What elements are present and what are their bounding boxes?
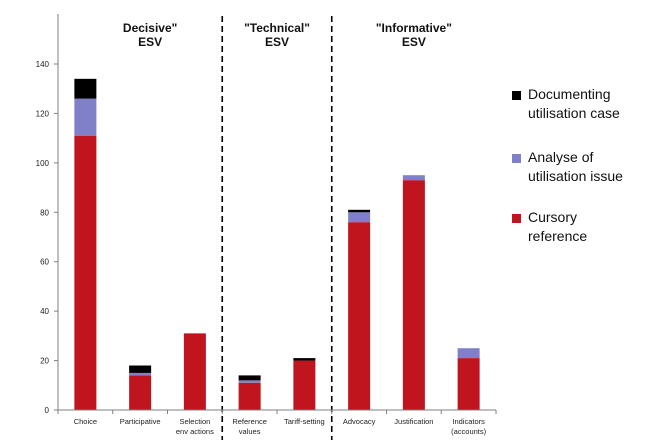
bar-segment [238,380,261,383]
bar-segment [457,358,480,410]
group-label: Decisive" ESV [123,21,177,49]
y-tick-label: 100 [36,159,50,168]
x-category-label: Tariff-setting [284,417,325,426]
bar-segment [402,180,425,410]
legend-swatch [512,214,521,223]
group-label: "Technical" ESV [244,21,310,49]
y-tick-label: 120 [36,109,50,118]
legend-swatch [512,91,521,100]
x-category-label: Selection env actions [176,417,214,436]
bar-segment [129,372,152,376]
group-labels: Decisive" ESV "Technical" ESV "Informative" E… [123,21,452,49]
legend: Documenting utilisation case Analyse of uti… [512,86,623,244]
bar-segment [74,98,97,136]
bar-segment [129,375,152,410]
bar-segment [293,360,316,410]
x-category-label: Participative [120,417,161,426]
x-axis: Choice Participative Selection env actions R… [57,409,497,436]
x-category-label: Indicators (accounts) [451,417,487,436]
bar-segment [402,175,425,181]
legend-swatch [512,154,521,163]
group-separators [221,16,333,440]
y-tick-label: 40 [40,307,49,316]
bar-segment [348,209,371,213]
bars [74,78,480,410]
x-category-label: Advocacy [343,417,376,426]
y-axis: 0 20 40 60 80 100 120 140 [36,14,59,415]
bar-segment [183,333,206,410]
x-category-label: Choice [74,417,97,426]
y-tick-label: 140 [36,60,50,69]
bar-segment [74,135,97,410]
legend-label: Cursory reference [528,209,587,244]
bar-segment [348,222,371,410]
bar-segment [74,78,97,99]
y-tick-label: 80 [40,208,49,217]
x-category-label: Reference values [232,417,267,436]
bar-segment [457,348,480,359]
y-tick-label: 60 [40,258,49,267]
y-tick-label: 20 [40,357,49,366]
legend-label: Documenting utilisation case [528,86,620,121]
x-category-label: Justification [394,417,433,426]
bar-segment [348,212,371,223]
bar-segment [238,382,261,410]
bar-segment [238,375,261,381]
legend-label: Analyse of utilisation issue [528,149,623,184]
bar-segment [129,365,152,373]
group-label: "Informative" ESV [376,21,452,49]
bar-segment [293,358,316,361]
y-tick-label: 0 [45,406,50,415]
